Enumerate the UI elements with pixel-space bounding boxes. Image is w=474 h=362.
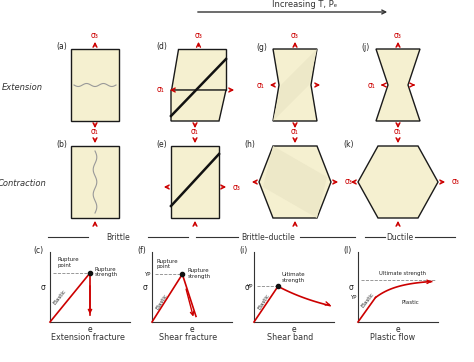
Text: YP: YP [246, 284, 253, 289]
Text: σ₁: σ₁ [367, 80, 375, 89]
Text: (d): (d) [156, 42, 167, 51]
Text: (l): (l) [344, 245, 352, 254]
Text: Elastic: Elastic [361, 291, 375, 308]
Text: Ultimate
strength: Ultimate strength [282, 273, 306, 283]
Bar [71, 49, 119, 121]
Text: σ₃: σ₃ [194, 30, 202, 39]
Text: σ₃: σ₃ [345, 177, 353, 186]
Text: e: e [190, 325, 194, 334]
Text: σ⁤: σ⁤ [143, 282, 148, 291]
Text: σ₁: σ₁ [256, 80, 264, 89]
Polygon shape [171, 90, 226, 121]
Polygon shape [171, 49, 226, 90]
Polygon shape [259, 146, 331, 218]
Text: σ₃: σ₃ [452, 177, 460, 186]
Text: Extension fracture: Extension fracture [51, 333, 125, 342]
Text: σ⁤: σ⁤ [245, 282, 250, 291]
Polygon shape [358, 146, 438, 218]
Text: Rupture
point: Rupture point [157, 258, 179, 269]
Text: YP: YP [145, 272, 151, 277]
Text: e: e [292, 325, 296, 334]
Text: (a): (a) [56, 42, 67, 51]
Text: (k): (k) [344, 139, 354, 148]
Text: σ₃: σ₃ [91, 30, 99, 39]
Text: Rupture
strength: Rupture strength [95, 266, 118, 277]
Polygon shape [273, 49, 317, 121]
Text: (e): (e) [156, 139, 167, 148]
Text: σ₁: σ₁ [291, 127, 299, 136]
Text: Increasing T, Pₑ: Increasing T, Pₑ [273, 0, 337, 9]
Text: σ⁤: σ⁤ [349, 282, 354, 291]
Text: Elastic: Elastic [257, 293, 271, 311]
Text: σ₃: σ₃ [291, 30, 299, 39]
Text: Plastic: Plastic [401, 300, 419, 305]
Text: σ₁: σ₁ [91, 127, 99, 136]
Text: σ⁤: σ⁤ [41, 282, 46, 291]
Text: Extension: Extension [1, 84, 43, 93]
Text: Brittle–ductile: Brittle–ductile [241, 232, 295, 241]
Polygon shape [376, 49, 420, 121]
Text: σ₃: σ₃ [233, 182, 241, 191]
Text: Shear fracture: Shear fracture [159, 333, 217, 342]
Text: e: e [88, 325, 92, 334]
Text: Elastic: Elastic [155, 293, 169, 311]
Text: (i): (i) [240, 245, 248, 254]
Text: Ductile: Ductile [386, 232, 413, 241]
Text: (b): (b) [56, 139, 67, 148]
Polygon shape [273, 49, 317, 121]
Text: (f): (f) [137, 245, 146, 254]
Text: Rupture
point: Rupture point [58, 257, 80, 268]
Text: Ultimate strength: Ultimate strength [380, 271, 427, 276]
Text: (j): (j) [362, 42, 370, 51]
Text: YP: YP [350, 295, 357, 300]
Text: (c): (c) [34, 245, 44, 254]
Text: σ₃: σ₃ [394, 30, 402, 39]
Text: σ₁: σ₁ [156, 85, 164, 94]
Bar [171, 146, 219, 218]
Text: Brittle: Brittle [106, 232, 130, 241]
Text: Rupture
strength: Rupture strength [187, 268, 210, 279]
Text: Shear band: Shear band [267, 333, 313, 342]
Text: e: e [396, 325, 401, 334]
Text: (h): (h) [244, 139, 255, 148]
Text: Elastic: Elastic [53, 289, 67, 306]
Bar [71, 146, 119, 218]
Text: σ₁: σ₁ [191, 127, 199, 136]
Text: σ₁: σ₁ [394, 127, 402, 136]
Text: (g): (g) [256, 42, 267, 51]
Text: Plastic flow: Plastic flow [371, 333, 416, 342]
Text: Contraction: Contraction [0, 178, 46, 188]
Polygon shape [263, 146, 327, 218]
